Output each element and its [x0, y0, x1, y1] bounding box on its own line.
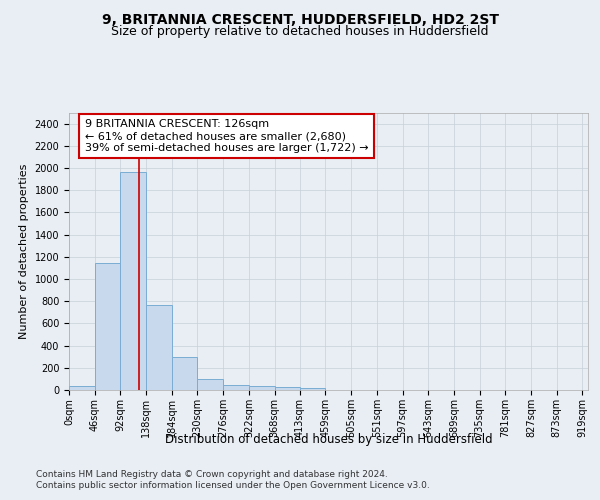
Text: Size of property relative to detached houses in Huddersfield: Size of property relative to detached ho…	[111, 25, 489, 38]
Text: Contains HM Land Registry data © Crown copyright and database right 2024.: Contains HM Land Registry data © Crown c…	[36, 470, 388, 479]
Y-axis label: Number of detached properties: Number of detached properties	[19, 164, 29, 339]
Bar	[275, 386, 300, 390]
Text: Contains public sector information licensed under the Open Government Licence v3: Contains public sector information licen…	[36, 481, 430, 490]
Bar	[69, 386, 95, 390]
Text: Distribution of detached houses by size in Huddersfield: Distribution of detached houses by size …	[165, 432, 493, 446]
Bar	[121, 172, 146, 390]
Bar	[95, 264, 121, 390]
Bar	[172, 356, 197, 390]
Bar	[300, 388, 325, 390]
Text: 9, BRITANNIA CRESCENT, HUDDERSFIELD, HD2 2ST: 9, BRITANNIA CRESCENT, HUDDERSFIELD, HD2…	[101, 12, 499, 26]
Bar	[223, 385, 249, 390]
Bar	[249, 386, 275, 390]
Bar	[197, 379, 223, 390]
Text: 9 BRITANNIA CRESCENT: 126sqm
← 61% of detached houses are smaller (2,680)
39% of: 9 BRITANNIA CRESCENT: 126sqm ← 61% of de…	[85, 120, 368, 152]
Bar	[146, 304, 172, 390]
